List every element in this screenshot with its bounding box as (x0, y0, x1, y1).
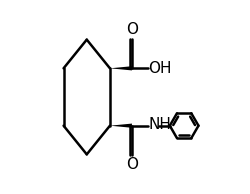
Polygon shape (110, 66, 132, 70)
Text: NH: NH (148, 117, 172, 132)
Text: O: O (126, 22, 138, 37)
Polygon shape (110, 124, 132, 128)
Text: O: O (126, 157, 138, 172)
Text: OH: OH (148, 61, 172, 76)
